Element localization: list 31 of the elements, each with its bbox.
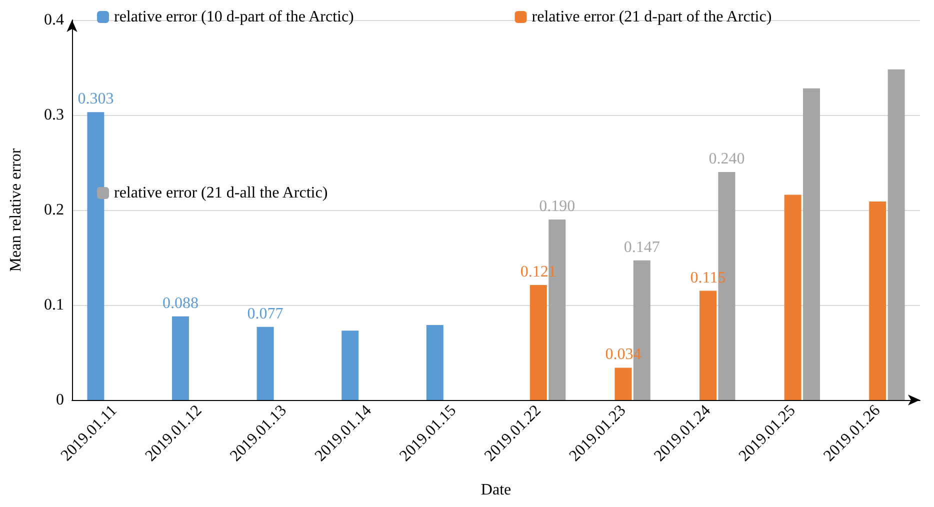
bar [700,290,716,400]
bar [614,368,632,400]
data-label: 0.115 [690,269,726,286]
bar [172,316,189,400]
y-tick-label: 0 [56,392,64,408]
legend-label: relative error (21 d-all the Arctic) [114,184,328,202]
bar [803,88,820,400]
legend-label: relative error (21 d-part of the Arctic) [532,8,772,26]
data-label: 0.240 [708,150,745,168]
y-tick-label: 0.2 [44,202,64,218]
data-label: 0.077 [247,305,284,322]
bar [888,69,905,400]
data-label: 0.190 [539,198,576,215]
bar [342,330,359,400]
y-tick-label: 0.3 [44,106,64,124]
y-tick-label: 0.4 [44,12,64,28]
bar [784,194,802,400]
y-axis-title: Mean relative error [8,148,24,272]
data-label: 0.147 [624,238,660,256]
bar [426,324,444,400]
bar [256,326,274,400]
data-label: 0.121 [520,264,556,281]
data-label: 0.034 [605,346,642,364]
data-label: 0.088 [162,294,198,312]
legend-label: relative error (10 d-part of the Arctic) [114,8,354,26]
bar [869,201,886,400]
bar [87,112,104,400]
data-label: 0.303 [78,90,114,108]
bar [530,285,547,400]
y-tick-label: 0.1 [44,296,64,314]
x-axis-title: Date [480,482,512,498]
